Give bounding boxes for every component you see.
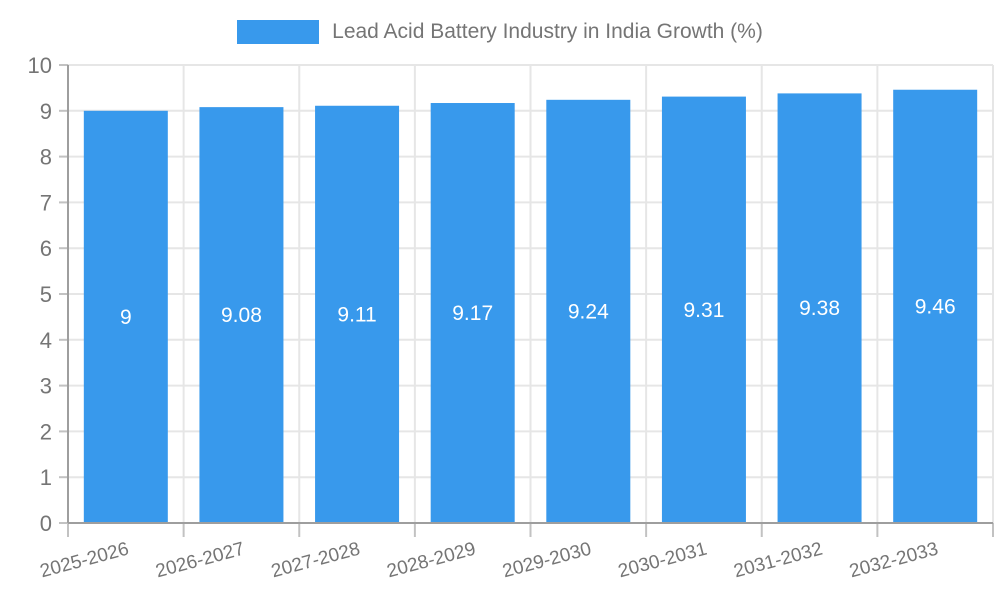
bar-value-label: 9.24	[568, 300, 609, 323]
y-axis-label: 1	[40, 465, 52, 490]
bar	[546, 99, 631, 524]
y-axis-label: 10	[28, 53, 52, 78]
bar	[893, 89, 978, 524]
y-axis-label: 8	[40, 145, 52, 170]
bar	[430, 103, 515, 523]
x-axis-label: 2032-2033	[847, 539, 940, 583]
x-axis-label: 2031-2032	[732, 539, 825, 583]
y-axis-label: 5	[40, 282, 52, 307]
y-axis-label: 2	[40, 419, 52, 444]
x-axis-label: 2029-2030	[500, 539, 593, 583]
y-axis-label: 6	[40, 236, 52, 261]
bar-value-label: 9.38	[799, 297, 840, 320]
bar-value-label: 9.11	[337, 303, 376, 326]
x-axis-label: 2027-2028	[269, 539, 362, 583]
bar-value-label: 9.31	[684, 299, 725, 322]
y-axis-label: 3	[40, 374, 52, 399]
bar	[199, 107, 284, 524]
x-axis-label: 2030-2031	[616, 539, 709, 583]
y-axis-label: 0	[40, 511, 52, 536]
bar-value-label: 9.08	[221, 304, 262, 327]
x-axis-label: 2025-2026	[38, 539, 131, 583]
x-axis-label: 2028-2029	[385, 539, 478, 583]
bar	[777, 93, 862, 523]
legend-label: Lead Acid Battery Industry in India Grow…	[332, 20, 763, 43]
legend-swatch	[237, 20, 320, 44]
bar-value-label: 9.46	[915, 295, 956, 318]
y-axis-label: 4	[40, 328, 52, 353]
bar	[661, 96, 746, 524]
y-axis-label: 9	[40, 99, 52, 124]
y-axis-label: 7	[40, 190, 52, 215]
bar-value-label: 9.17	[452, 302, 493, 325]
bar	[315, 105, 400, 524]
chart-legend: Lead Acid Battery Industry in India Grow…	[0, 14, 1000, 50]
bar	[83, 110, 168, 524]
bar-value-label: 9	[120, 306, 132, 329]
x-axis-label: 2026-2027	[154, 539, 247, 583]
